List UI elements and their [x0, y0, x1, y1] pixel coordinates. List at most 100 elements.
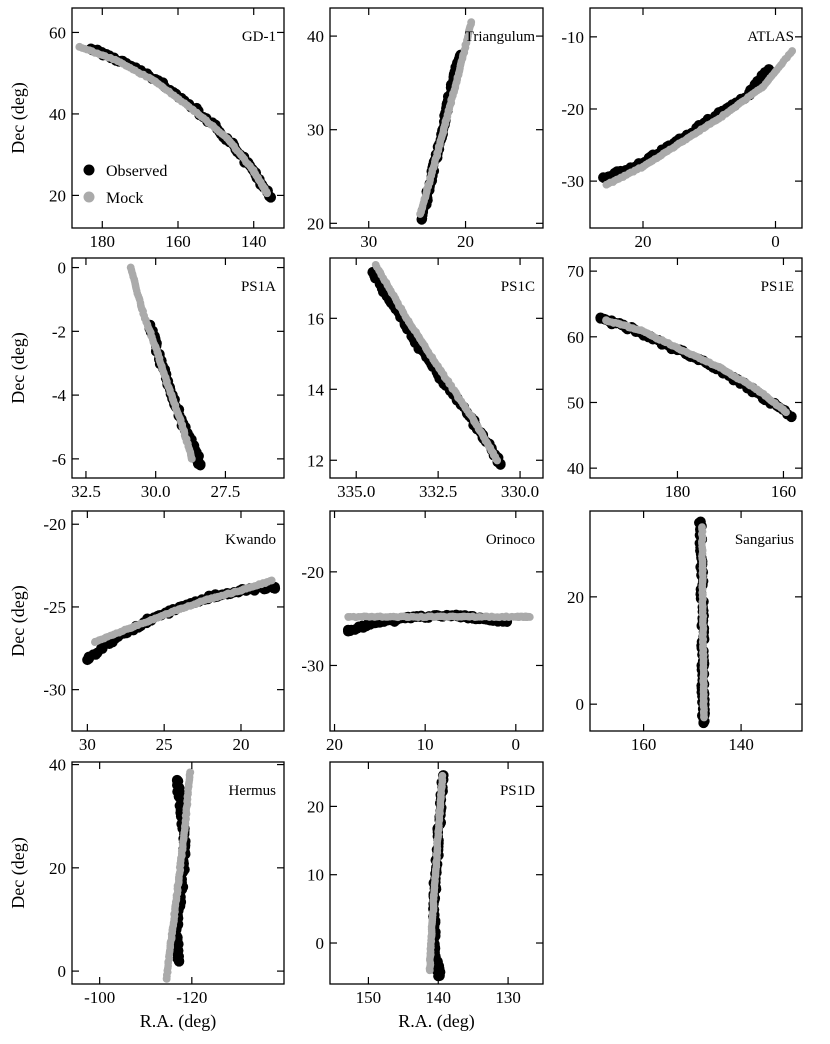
- mock-data-point: [75, 42, 84, 51]
- panel-frame: [329, 7, 544, 229]
- mock-data-point: [168, 925, 177, 934]
- observed-series: [598, 64, 775, 184]
- panel-frame: [589, 7, 803, 229]
- observed-data-point: [598, 172, 609, 183]
- y-tick-label: 10: [307, 866, 324, 885]
- mock-data-point: [429, 163, 438, 171]
- y-tick-label: -20: [561, 100, 584, 119]
- x-tick-label: 25: [156, 735, 173, 754]
- mock-data-point: [372, 261, 380, 269]
- mock-data-point: [699, 630, 707, 639]
- panel-frame: [71, 257, 285, 479]
- y-tick-label: -20: [43, 515, 66, 534]
- x-tick-label: 20: [635, 232, 652, 251]
- panel-frame: [71, 510, 285, 732]
- mock-data-point: [151, 77, 160, 86]
- x-axis-label: R.A. (deg): [140, 1011, 216, 1032]
- panel-title: PS1A: [241, 279, 276, 295]
- panel-frame: [329, 257, 544, 479]
- plot-area: [694, 516, 710, 729]
- panel-frame: [329, 761, 544, 985]
- legend-observed-label: Observed: [106, 163, 167, 180]
- y-tick-label: 20: [567, 588, 584, 607]
- mock-data-point: [404, 318, 413, 326]
- mock-series: [602, 316, 790, 417]
- x-tick-label: 130: [495, 988, 521, 1007]
- observed-data-point: [82, 654, 93, 666]
- mock-data-point: [673, 344, 682, 352]
- mock-data-point: [718, 112, 727, 120]
- mock-data-point: [267, 576, 276, 585]
- observed-data-point: [171, 774, 183, 786]
- mock-data-point: [427, 932, 436, 940]
- mock-data-point: [435, 809, 444, 818]
- legend-observed-marker: [83, 164, 95, 176]
- observed-data-point: [434, 970, 445, 981]
- mock-data-point: [602, 316, 610, 325]
- mock-data-point: [437, 367, 446, 376]
- plot-area: [595, 312, 797, 423]
- mock-series: [425, 771, 447, 975]
- mock-data-point: [457, 612, 466, 621]
- y-tick-label: 0: [316, 934, 325, 953]
- y-tick-label: -30: [561, 172, 584, 191]
- mock-data-point: [602, 180, 611, 189]
- y-tick-label: -10: [561, 28, 584, 47]
- x-tick-label: -100: [84, 988, 115, 1007]
- mock-data-point: [206, 594, 215, 603]
- mock-data-point: [758, 83, 767, 92]
- x-tick-label: 10: [417, 735, 434, 754]
- panel-title: Kwando: [225, 532, 276, 548]
- y-tick-label: -20: [301, 563, 324, 582]
- mock-data-point: [639, 162, 647, 171]
- panel-frame: [329, 510, 544, 732]
- y-tick-label: 12: [307, 451, 324, 470]
- y-axis-label: Dec (deg): [8, 585, 29, 656]
- y-tick-label: 20: [49, 859, 66, 878]
- y-tick-label: 40: [307, 27, 324, 46]
- y-tick-label: -30: [301, 656, 324, 675]
- observed-data-point: [342, 624, 354, 636]
- x-tick-label: 150: [356, 988, 382, 1007]
- mock-data-point: [782, 408, 790, 417]
- x-tick-label: 20: [232, 735, 249, 754]
- legend-mock-marker: [83, 191, 95, 203]
- mock-data-point: [426, 966, 434, 975]
- panel-frame: [589, 510, 803, 732]
- mock-series: [91, 576, 276, 646]
- mock-data-point: [162, 975, 171, 983]
- panel-frame: [589, 257, 803, 479]
- x-tick-label: 180: [90, 232, 116, 251]
- plot-area: [162, 768, 195, 983]
- panel-ps1e: 180 160 40 50 60 70 PS1E: [567, 257, 803, 501]
- y-tick-label: 60: [49, 23, 66, 42]
- mock-data-point: [430, 891, 438, 899]
- plot-area: [75, 42, 276, 203]
- mock-series: [344, 612, 534, 622]
- y-tick-label: -25: [43, 598, 66, 617]
- plot-area: [82, 576, 281, 666]
- plot-area: [126, 263, 206, 471]
- mock-data-point: [151, 343, 160, 352]
- mock-data-point: [126, 263, 135, 272]
- x-tick-label: 30: [360, 232, 377, 251]
- x-tick-label: 32.5: [71, 482, 101, 501]
- mock-series: [416, 18, 476, 218]
- plot-area: [416, 18, 476, 225]
- y-tick-label: 70: [567, 262, 584, 281]
- mock-data-point: [753, 385, 761, 394]
- mock-data-point: [678, 137, 687, 146]
- y-axis-label: Dec (deg): [8, 332, 29, 403]
- panel-title: Triangulum: [465, 29, 536, 45]
- y-tick-label: 20: [307, 214, 324, 233]
- x-tick-label: 27.5: [211, 482, 241, 501]
- x-tick-label: 20: [457, 232, 474, 251]
- mock-data-point: [454, 69, 463, 78]
- mock-data-point: [188, 455, 196, 463]
- mock-data-point: [181, 822, 189, 831]
- y-tick-label: 14: [307, 380, 325, 399]
- mock-data-point: [788, 47, 796, 56]
- observed-data-point: [173, 955, 185, 966]
- mock-data-point: [129, 622, 138, 631]
